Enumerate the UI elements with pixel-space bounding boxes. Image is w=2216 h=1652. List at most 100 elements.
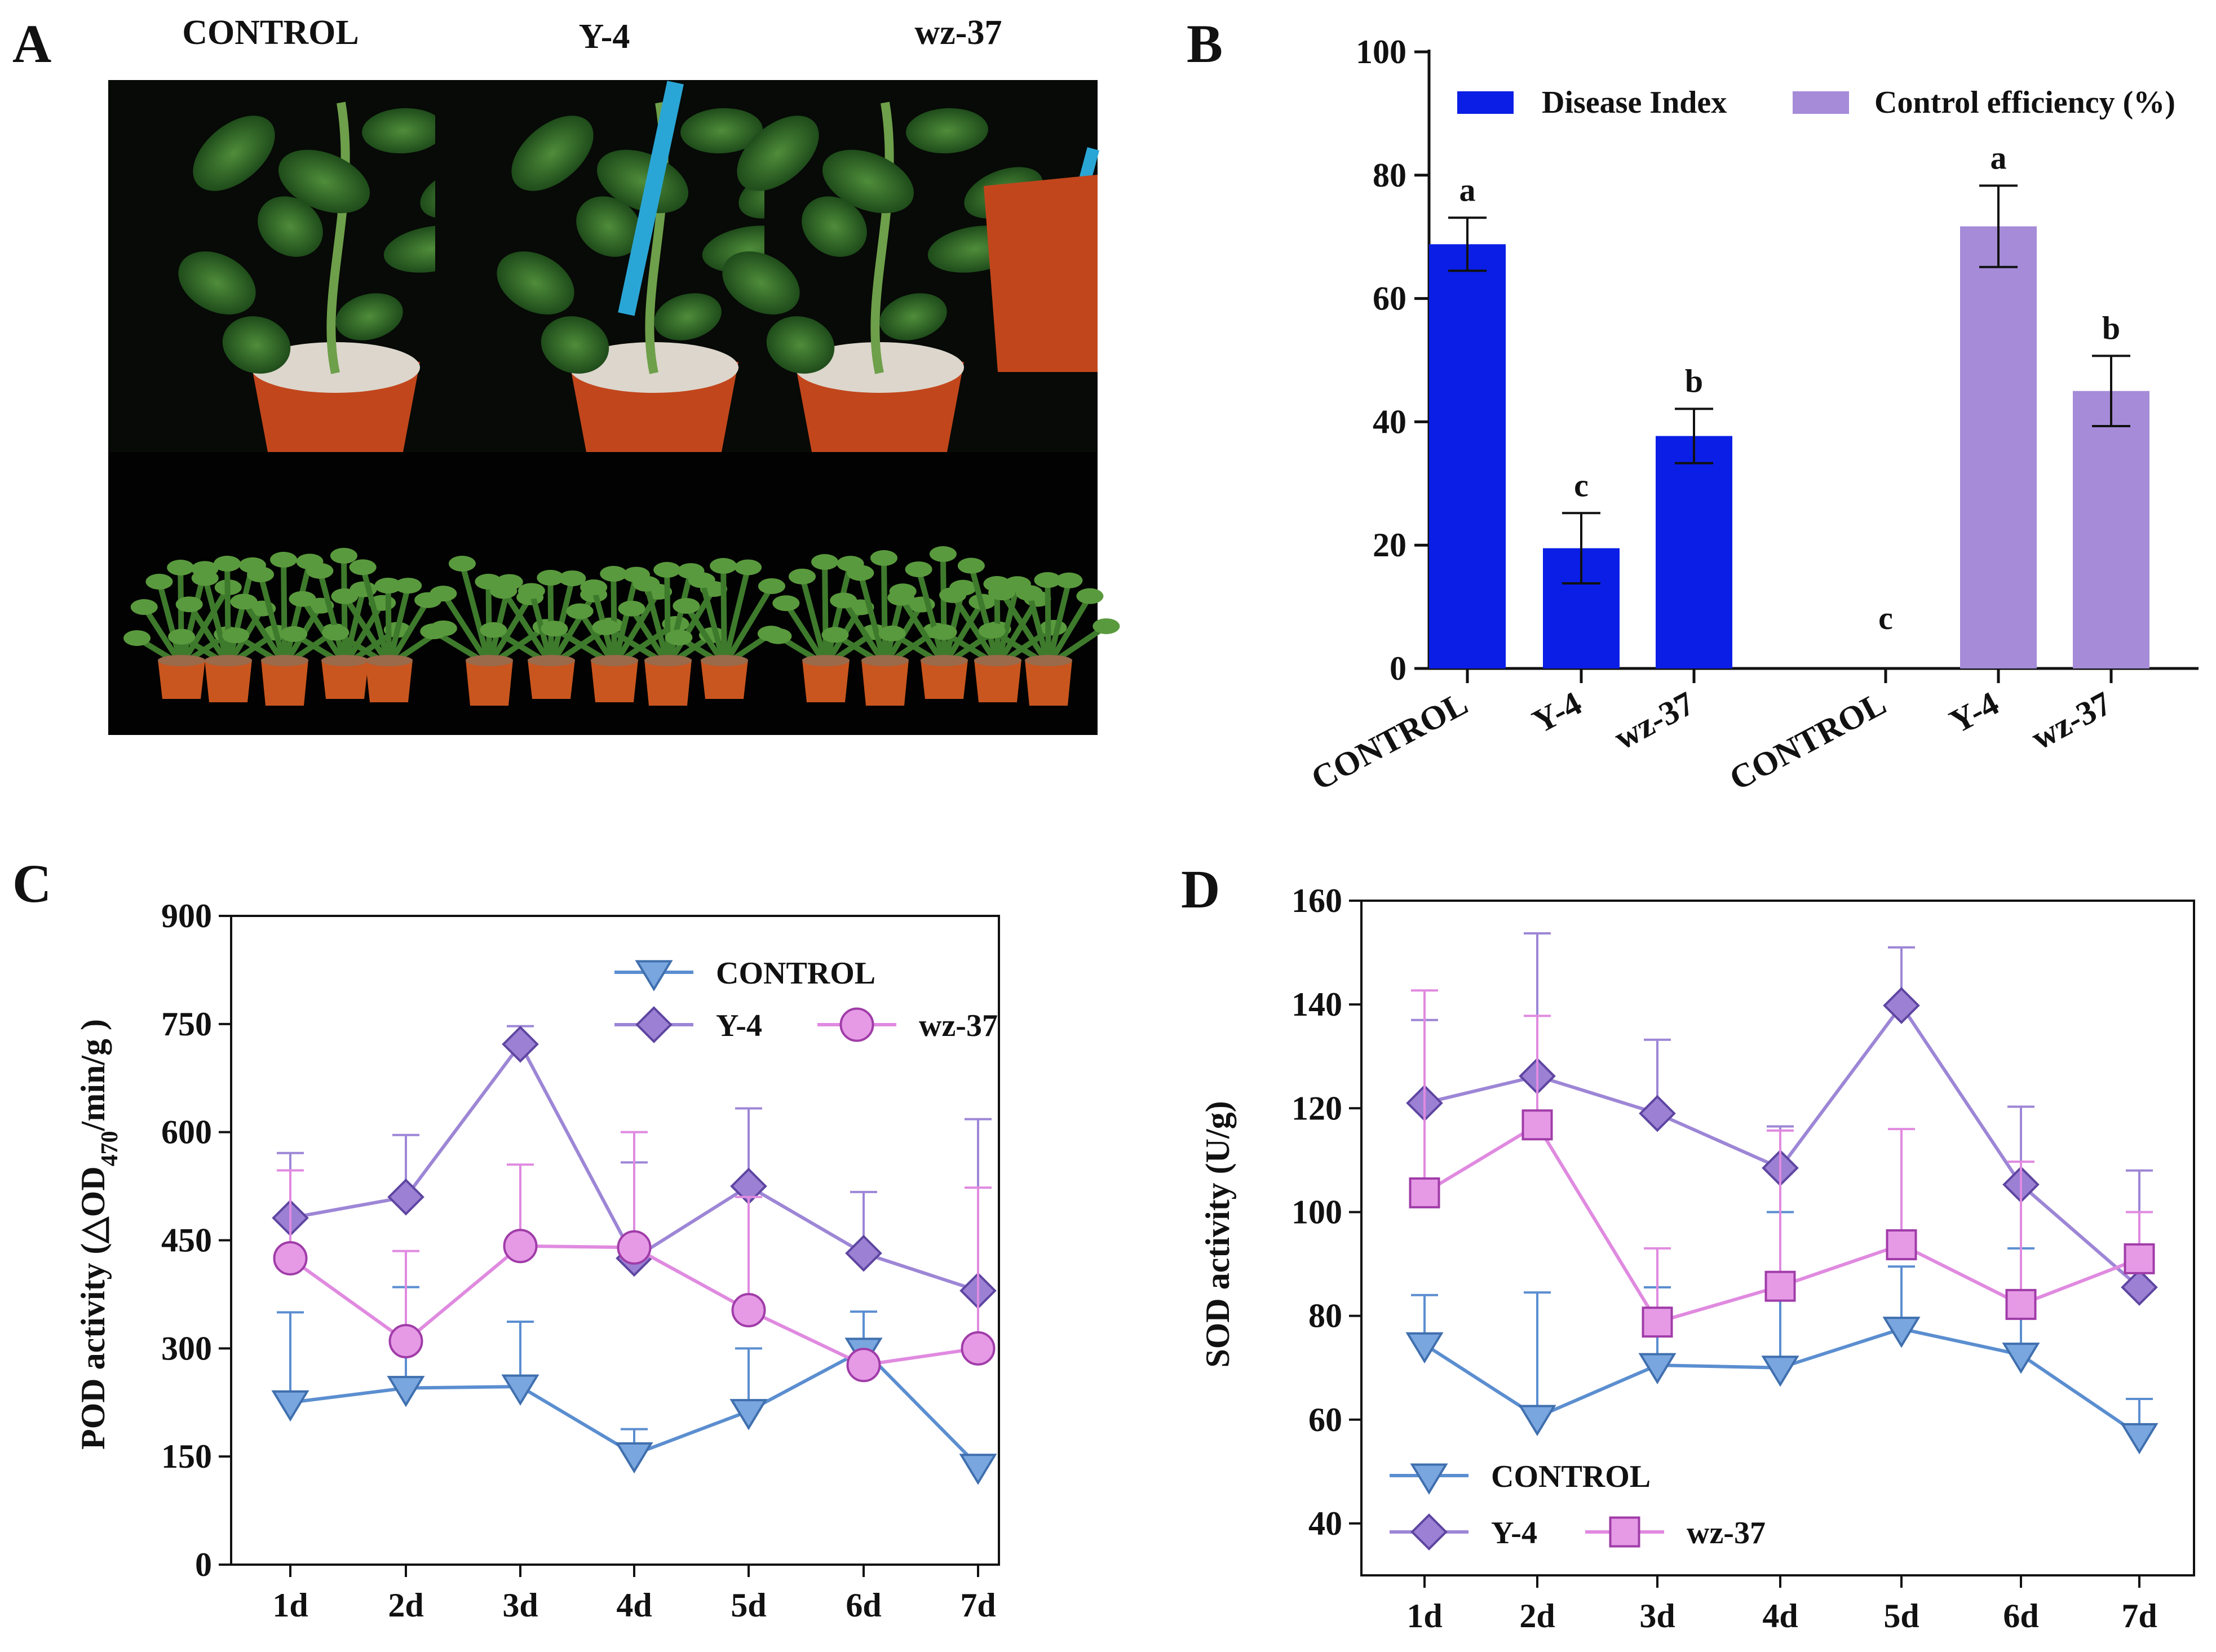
photo-seedling-leaf — [735, 559, 762, 575]
photo-seedling-leaf — [632, 575, 660, 592]
y-tick-label: 300 — [161, 1330, 212, 1367]
legend-marker — [1410, 1463, 1448, 1495]
x-tick-label: 2d — [388, 1587, 423, 1624]
photo-seedling-leaf — [1076, 588, 1104, 604]
x-tick-label: 1d — [272, 1587, 308, 1624]
legend-marker — [635, 960, 673, 991]
photo-seedling-leaf — [929, 546, 957, 563]
photo-seedling-branch — [386, 597, 431, 668]
data-point-2-4 — [1886, 1229, 1917, 1260]
photo-seedling-leaf — [847, 565, 874, 581]
x-tick-label: Y-4 — [1527, 684, 1588, 741]
bar-0-0 — [1429, 244, 1506, 668]
data-point-2-3 — [617, 1230, 652, 1265]
photo-seedling-branch — [317, 568, 348, 668]
photo-seedling-leaf — [887, 590, 915, 606]
data-point-0-6 — [2120, 1423, 2159, 1455]
y-tick-label: 140 — [1291, 986, 1342, 1023]
photo-seedling-branch — [643, 581, 671, 668]
x-tick-label: 2d — [1519, 1597, 1555, 1635]
photo-seedling-leaf — [1034, 572, 1061, 588]
legend-marker — [1410, 1513, 1448, 1551]
bar-0-2 — [1656, 436, 1732, 668]
photo-seedling-leaf — [811, 554, 839, 570]
photo-seedling-branch — [225, 562, 255, 668]
photo-seedling-leaf — [988, 584, 1016, 601]
legend-label: Y-4 — [1491, 1516, 1537, 1551]
photo-seedling-soil — [365, 655, 413, 666]
significance-letter: b — [2102, 309, 2120, 346]
photo-seedling-branch — [501, 588, 554, 668]
photo-seedling-soil — [701, 655, 748, 666]
photo-seedling-branch — [995, 581, 1020, 668]
photo-seedling-pot — [591, 659, 638, 702]
photo-label-wz37: wz-37 — [915, 14, 1002, 52]
photo-seedling-branch — [360, 564, 392, 668]
photo-seedling-soil — [321, 655, 369, 666]
photo-seedling-branch — [612, 572, 639, 668]
photo-seedling-pot — [365, 659, 413, 702]
photo-label-control: CONTROL — [182, 14, 359, 52]
y-tick-label: 40 — [1373, 403, 1406, 440]
data-point-0-6 — [959, 1454, 997, 1485]
y-tick-label: 40 — [1308, 1505, 1342, 1542]
photo-seedling-leaf — [821, 627, 849, 643]
photo-seedling-leaf — [289, 591, 316, 607]
photo-leaf — [362, 108, 444, 154]
photo-seedling-soil — [591, 655, 638, 666]
photo-leaf — [541, 316, 609, 374]
data-point-2-2 — [503, 1229, 538, 1264]
photo-seedling-rows — [108, 452, 1120, 735]
photo-seedling-leaf — [331, 588, 359, 604]
photo-seedling-leaf — [322, 625, 350, 641]
photo-seedling-branch — [186, 601, 231, 668]
photo-seedling-branch — [282, 559, 313, 668]
panel-d-sod-chart: 40 60 80 100 120 140 160 1d 2d 3d 4d 5d 6d 7d CONTROL Y… — [1199, 882, 2195, 1635]
photo-leaf — [335, 293, 403, 340]
photo-seedling-pot — [861, 659, 909, 706]
photo-seedling-branch — [178, 565, 184, 668]
photo-seedling-leaf — [167, 560, 194, 576]
photo-seedling-leaf — [789, 568, 816, 584]
y-tick-label: 60 — [1308, 1401, 1342, 1438]
photo-seedling-leaf — [123, 630, 151, 646]
photo-pot — [984, 175, 1098, 372]
data-point-1-2 — [1639, 1095, 1676, 1132]
photo-leaf — [511, 116, 594, 191]
photo-seedling-soil — [528, 655, 575, 666]
photo-stem — [870, 101, 894, 374]
photo-seedling-leaf — [191, 570, 219, 586]
photo-seedling-leaf — [330, 548, 357, 564]
photo-seedling-leaf — [688, 572, 715, 588]
y-tick-label: 600 — [161, 1114, 212, 1151]
photo-seedling-branch — [841, 597, 888, 668]
photo-seedling-leaf — [280, 626, 308, 642]
photo-seedling-pot — [802, 659, 850, 702]
legend-marker — [635, 1006, 673, 1043]
photo-seedling-branch — [202, 575, 231, 668]
photo-seedling-leaf — [537, 570, 564, 586]
photo-seedling-branch — [999, 590, 1051, 668]
significance-letter: b — [1685, 362, 1703, 399]
photo-seedling-leaf — [175, 596, 203, 613]
photo-seedling-leaf — [430, 586, 457, 602]
photo-seedling-pot — [528, 659, 575, 699]
x-tick-label: 7d — [960, 1587, 996, 1624]
x-tick-label: CONTROL — [1305, 684, 1474, 798]
photo-seedling-branch — [224, 561, 231, 668]
photo-seedling-leaf — [592, 619, 620, 635]
y-axis-title: POD activity (△OD470/min/g ) — [74, 1019, 123, 1450]
photo-seedling-soil — [921, 655, 968, 666]
x-tick-label: CONTROL — [1723, 684, 1892, 798]
photo-seedling-leaf — [490, 583, 517, 599]
photo-seedling-branch — [611, 571, 617, 668]
photo-seedling-pot — [701, 659, 748, 699]
photo-seedling-pot — [321, 659, 369, 699]
photo-seedling-leaf — [618, 600, 645, 617]
y-tick-label: 120 — [1291, 1089, 1342, 1127]
photo-seedling-branch — [385, 583, 392, 668]
photo-seedling-branch — [783, 600, 829, 668]
x-tick-label: wz-37 — [2025, 684, 2117, 757]
data-point-0-1 — [1518, 1405, 1556, 1437]
y-axis-title-subscript: 470 — [97, 1131, 123, 1166]
